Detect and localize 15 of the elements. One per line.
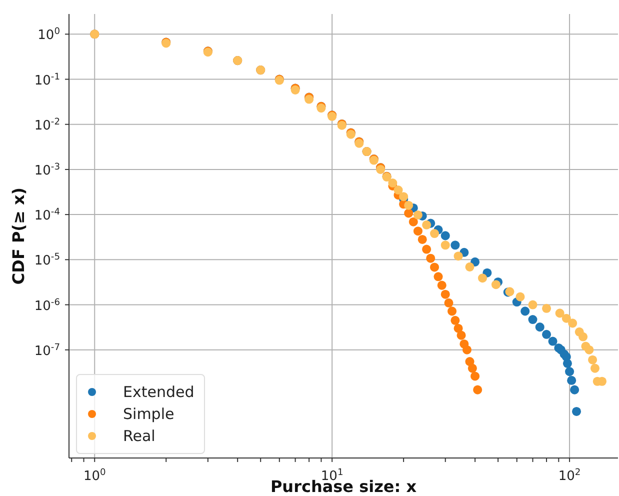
- y-tick-label: 10$^{-3}$: [34, 162, 60, 178]
- x-tick-label: 10$^{1}$: [320, 468, 344, 484]
- legend-label: Simple: [123, 405, 174, 423]
- x-tick-label: 10$^{2}$: [558, 468, 581, 484]
- y-tick-label: 10$^{-7}$: [34, 342, 60, 359]
- legend-label: Extended: [123, 383, 194, 401]
- y-tick-label: 10$^{-2}$: [34, 117, 60, 134]
- y-axis-title: CDF P(≥ x): [9, 187, 28, 285]
- y-tick-label: 10$^{-5}$: [34, 252, 60, 269]
- x-tick-label: 10$^{0}$: [83, 468, 106, 484]
- legend-label: Real: [123, 427, 156, 445]
- y-tick-label: 10$^{-1}$: [34, 72, 60, 88]
- y-tick-label: 10$^{-6}$: [34, 298, 60, 314]
- y-tick-label: 10$^{-4}$: [34, 208, 60, 224]
- y-tick-label: 10$^{0}$: [38, 27, 60, 44]
